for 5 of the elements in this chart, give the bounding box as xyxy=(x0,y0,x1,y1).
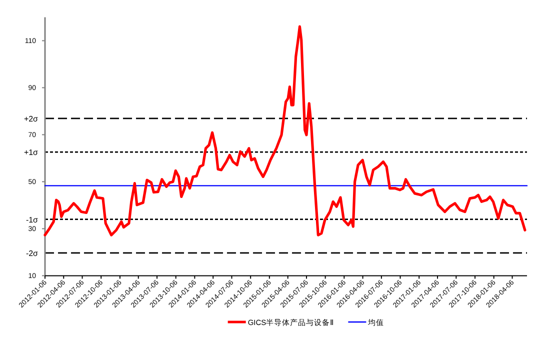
ref-line-label: +1σ xyxy=(24,148,38,158)
line-series xyxy=(44,25,526,236)
ref-line-label: -2σ xyxy=(26,248,38,258)
ref-line-label: +2σ xyxy=(24,114,38,124)
ref-line-label: -1σ xyxy=(26,215,38,224)
